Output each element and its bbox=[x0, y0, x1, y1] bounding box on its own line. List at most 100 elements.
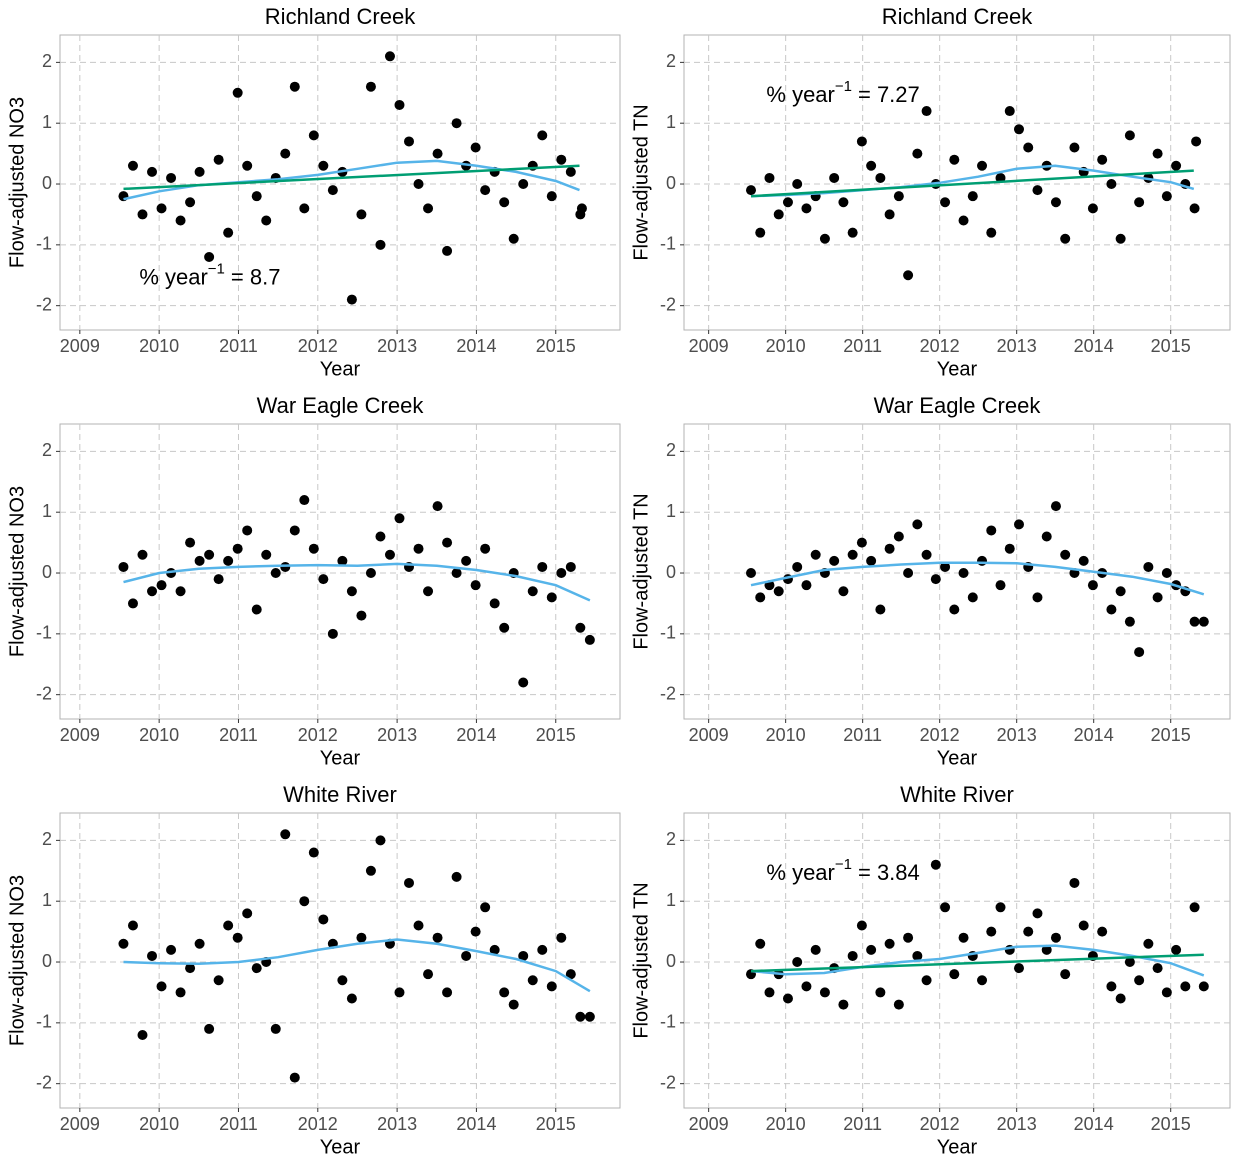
data-point bbox=[1115, 586, 1126, 597]
data-point bbox=[940, 561, 951, 572]
x-tick-label: 2013 bbox=[997, 336, 1037, 356]
annotation-text: % year bbox=[766, 860, 834, 885]
trend-line bbox=[750, 944, 1205, 977]
data-point bbox=[1171, 944, 1182, 955]
data-point bbox=[810, 944, 821, 955]
data-point bbox=[280, 148, 291, 159]
data-point bbox=[1189, 902, 1200, 913]
annotation-text: % year bbox=[139, 264, 207, 289]
data-point bbox=[147, 586, 158, 597]
y-tick-label: 2 bbox=[666, 829, 676, 849]
data-point bbox=[251, 191, 262, 202]
data-point bbox=[1161, 987, 1172, 998]
data-point bbox=[261, 215, 272, 226]
data-point bbox=[1134, 975, 1145, 986]
data-point bbox=[518, 179, 529, 190]
data-point bbox=[1078, 920, 1089, 931]
data-point bbox=[175, 215, 186, 226]
data-point bbox=[903, 932, 914, 943]
data-point bbox=[575, 622, 586, 633]
data-point bbox=[1023, 142, 1034, 153]
data-point bbox=[451, 118, 462, 129]
panel-title: Richland Creek bbox=[882, 4, 1033, 29]
y-tick-label: 1 bbox=[666, 112, 676, 132]
data-point bbox=[1032, 185, 1043, 196]
x-tick-label: 2009 bbox=[60, 725, 100, 745]
data-point bbox=[884, 543, 895, 554]
data-point bbox=[423, 969, 434, 980]
data-point bbox=[308, 847, 319, 858]
data-point bbox=[1050, 197, 1061, 208]
data-point bbox=[1023, 926, 1034, 937]
y-tick-label: 0 bbox=[42, 173, 52, 193]
data-point bbox=[118, 938, 129, 949]
data-point bbox=[318, 574, 329, 585]
data-point bbox=[423, 203, 434, 214]
data-point bbox=[866, 944, 877, 955]
data-point bbox=[223, 555, 234, 566]
y-tick-label: -2 bbox=[660, 294, 676, 314]
x-tick-label: 2013 bbox=[377, 725, 417, 745]
x-tick-label: 2014 bbox=[1074, 336, 1114, 356]
data-point bbox=[866, 555, 877, 566]
trend-line bbox=[750, 953, 1204, 973]
data-point bbox=[280, 829, 291, 840]
trend-line bbox=[123, 164, 580, 191]
data-point bbox=[327, 185, 338, 196]
data-point bbox=[782, 993, 793, 1004]
data-point bbox=[792, 179, 803, 190]
data-point bbox=[537, 944, 548, 955]
data-point bbox=[337, 555, 348, 566]
data-point bbox=[299, 495, 310, 506]
data-point bbox=[413, 920, 424, 931]
data-point bbox=[1087, 203, 1098, 214]
data-point bbox=[903, 270, 914, 281]
data-point bbox=[242, 160, 253, 171]
data-point bbox=[318, 160, 329, 171]
plot-border bbox=[59, 423, 621, 720]
data-point bbox=[223, 920, 234, 931]
panel-title: White River bbox=[283, 782, 397, 807]
x-axis-label: Year bbox=[320, 747, 361, 769]
data-point bbox=[480, 902, 491, 913]
x-tick-label: 2011 bbox=[843, 336, 882, 356]
x-tick-label: 2009 bbox=[689, 336, 729, 356]
data-point bbox=[499, 987, 510, 998]
data-point bbox=[242, 525, 253, 536]
data-point bbox=[1050, 932, 1061, 943]
x-axis-label: Year bbox=[320, 358, 361, 380]
y-tick-label: 0 bbox=[42, 562, 52, 582]
data-point bbox=[261, 549, 272, 560]
data-point bbox=[375, 239, 386, 250]
data-point bbox=[251, 963, 262, 974]
y-tick-label: 0 bbox=[666, 173, 676, 193]
data-point bbox=[546, 191, 557, 202]
data-point bbox=[847, 227, 858, 238]
data-point bbox=[185, 197, 196, 208]
panel: War Eagle Creek -2 -1 0 1 2 2009 2010 2011 2012 20… bbox=[630, 393, 1231, 769]
data-point bbox=[838, 586, 849, 597]
data-point bbox=[1124, 616, 1135, 627]
data-point bbox=[232, 932, 243, 943]
x-tick-label: 2010 bbox=[139, 1114, 179, 1134]
data-point bbox=[213, 975, 224, 986]
data-point bbox=[280, 561, 291, 572]
data-point bbox=[327, 628, 338, 639]
panel-title: War Eagle Creek bbox=[257, 393, 425, 418]
data-point bbox=[270, 1023, 281, 1034]
data-point bbox=[584, 634, 595, 645]
x-tick-label: 2011 bbox=[219, 1114, 258, 1134]
data-point bbox=[1191, 136, 1202, 147]
data-point bbox=[204, 252, 215, 263]
y-tick-label: 0 bbox=[42, 951, 52, 971]
data-point bbox=[847, 950, 858, 961]
data-point bbox=[394, 987, 405, 998]
y-tick-label: 0 bbox=[666, 951, 676, 971]
data-point bbox=[365, 568, 376, 579]
y-tick-label: -2 bbox=[36, 683, 52, 703]
x-tick-label: 2010 bbox=[766, 725, 806, 745]
data-point bbox=[977, 975, 988, 986]
data-point bbox=[912, 148, 923, 159]
plot-border bbox=[683, 812, 1231, 1109]
